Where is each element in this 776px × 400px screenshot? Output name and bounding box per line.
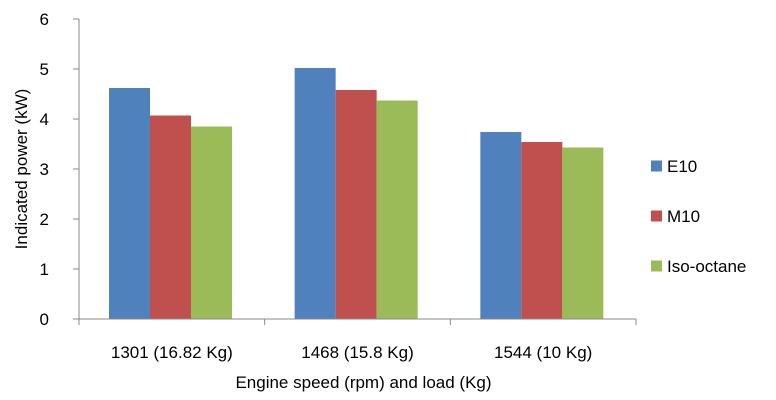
legend-swatch [651, 260, 662, 272]
x-tick-label: 1301 (16.82 Kg) [111, 343, 233, 362]
bar-e10-0 [109, 88, 150, 319]
legend-label: E10 [667, 157, 697, 176]
y-tick-label: 3 [40, 160, 49, 179]
y-axis-ticks [73, 18, 79, 320]
y-tick-label: 0 [40, 310, 49, 329]
bars [109, 68, 604, 319]
x-axis-title: Engine speed (rpm) and load (Kg) [235, 373, 491, 392]
x-axis-tick-labels: 1301 (16.82 Kg) 1468 (15.8 Kg) 1544 (10 Kg… [111, 343, 592, 362]
bar-e10-1 [294, 68, 336, 319]
bar-iso-octane-2 [562, 147, 604, 319]
legend-swatch [651, 160, 662, 172]
legend-label: M10 [667, 207, 700, 226]
x-tick-label: 1468 (15.8 Kg) [301, 343, 413, 362]
y-tick-label: 6 [40, 10, 49, 29]
y-axis-tick-labels: 0 1 2 3 4 5 6 [40, 10, 49, 329]
y-tick-label: 4 [40, 110, 49, 129]
bar-m10-1 [335, 90, 377, 319]
bar-iso-octane-1 [376, 100, 418, 319]
bar-e10-2 [480, 132, 522, 319]
legend-label: Iso-octane [667, 257, 746, 276]
legend-swatch [651, 210, 662, 222]
legend: E10 M10 Iso-octane [651, 157, 746, 276]
x-axis-ticks [78, 319, 637, 325]
bar-iso-octane-0 [191, 126, 232, 319]
y-tick-label: 2 [40, 210, 49, 229]
y-tick-label: 5 [40, 60, 49, 79]
x-tick-label: 1544 (10 Kg) [494, 343, 592, 362]
y-axis-title: Indicated power (kW) [12, 89, 31, 250]
y-tick-label: 1 [40, 260, 49, 279]
bar-m10-2 [521, 142, 563, 319]
bar-m10-0 [150, 115, 191, 319]
